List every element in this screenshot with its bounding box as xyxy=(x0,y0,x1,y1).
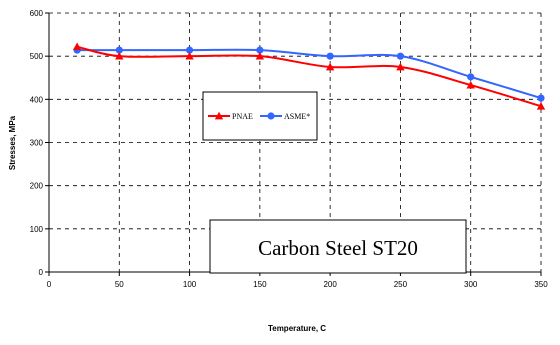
legend-label-pnae: PNAE xyxy=(232,112,253,121)
x-tick-label: 0 xyxy=(47,280,52,289)
y-tick-label: 200 xyxy=(30,182,44,191)
legend-marker-pnae xyxy=(214,111,224,120)
legend-item-asme: ASME* xyxy=(260,112,310,121)
legend-marker-asme xyxy=(267,112,275,120)
x-tick-label: 250 xyxy=(394,280,408,289)
x-tick-label: 100 xyxy=(183,280,197,289)
annotation: Carbon Steel ST20 xyxy=(209,219,467,274)
series-asme-line xyxy=(77,48,542,99)
x-tick-label: 200 xyxy=(323,280,337,289)
annotation-box xyxy=(209,219,467,274)
series-pnae-point xyxy=(536,102,546,110)
series-asme-point xyxy=(115,46,123,54)
series xyxy=(72,42,546,110)
y-tick-label: 500 xyxy=(30,52,44,61)
tick-labels: 0 100 200 300 400 500 600 0 50 100 150 200 250 300 350 xyxy=(30,9,549,289)
series-pnae-point xyxy=(396,62,405,71)
y-tick-label: 600 xyxy=(30,9,44,18)
series-asme-point xyxy=(467,73,475,81)
series-pnae-point xyxy=(466,80,475,89)
y-tick-label: 100 xyxy=(30,225,44,234)
x-tick-label: 350 xyxy=(534,280,548,289)
y-tick-label: 300 xyxy=(30,139,44,148)
x-tick-label: 300 xyxy=(464,280,478,289)
series-asme-point xyxy=(396,52,405,60)
series-pnae-point xyxy=(115,51,124,60)
legend: PNAE ASME* xyxy=(202,91,318,141)
series-pnae-point xyxy=(325,62,335,71)
series-asme xyxy=(73,46,545,102)
legend-label-asme: ASME* xyxy=(284,112,310,121)
y-tick-label: 400 xyxy=(30,95,44,104)
series-pnae-line xyxy=(76,45,542,108)
x-axis-title: Temperature, C xyxy=(268,324,326,333)
series-pnae-point xyxy=(72,42,82,51)
series-pnae-point xyxy=(255,51,265,60)
y-axis-title: Stresses, MPa xyxy=(8,115,17,170)
x-tick-label: 150 xyxy=(253,280,267,289)
x-tick-label: 50 xyxy=(115,280,124,289)
legend-items: PNAE ASME* xyxy=(208,111,310,121)
series-asme-point xyxy=(256,46,264,54)
y-tick-label: 0 xyxy=(39,268,44,277)
series-asme-point xyxy=(185,46,194,54)
series-asme-point xyxy=(326,52,334,60)
series-pnae xyxy=(72,42,546,110)
legend-item-pnae: PNAE xyxy=(208,111,253,121)
series-asme-point xyxy=(537,94,545,102)
series-pnae-point xyxy=(185,51,194,60)
annotation-text: Carbon Steel ST20 xyxy=(258,236,418,260)
